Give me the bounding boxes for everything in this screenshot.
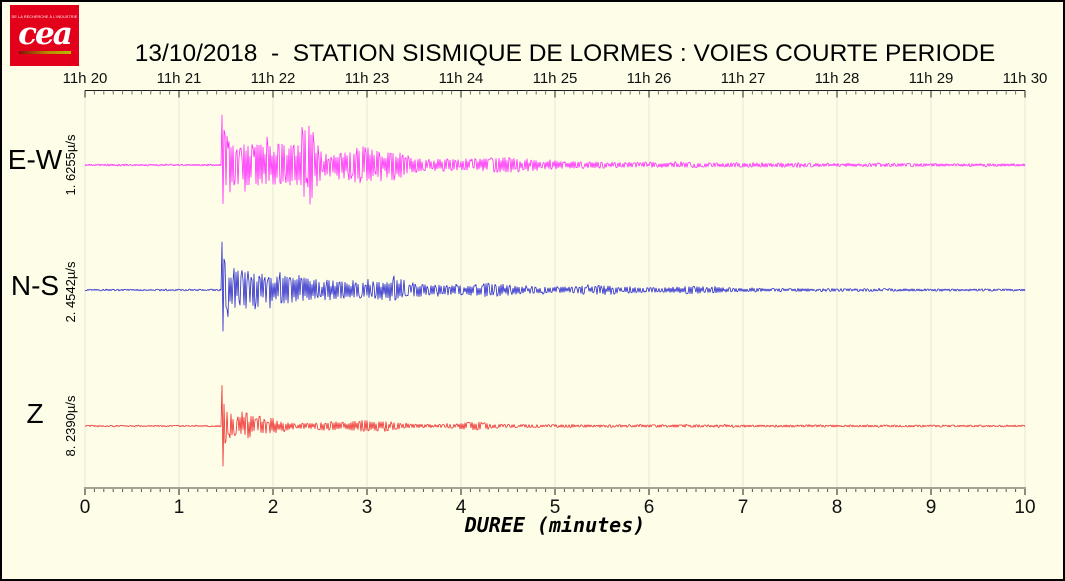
duration-axis-label: 1 (173, 497, 185, 518)
time-axis-label: 11h 28 (814, 70, 860, 87)
time-axis-label: 11h 29 (908, 70, 954, 87)
channel-label-ns: N-S (10, 270, 60, 301)
trace-z (84, 385, 1026, 467)
duration-axis-label: 10 (1014, 497, 1036, 518)
trace-ns (84, 241, 1026, 332)
time-axis-label: 11h 25 (532, 70, 578, 87)
duration-axis-label: 0 (79, 497, 91, 518)
duration-axis-label: 5 (549, 497, 561, 518)
scale-label-ew: 1. 6255µ/s (63, 134, 78, 196)
time-axis-label: 11h 21 (156, 70, 202, 87)
duration-axis-label: 4 (455, 497, 467, 518)
scale-label-z: 8. 2390µ/s (63, 395, 78, 457)
duration-axis-label: 3 (361, 497, 373, 518)
time-axis-label: 11h 20 (62, 70, 108, 87)
time-axis-label: 11h 26 (626, 70, 672, 87)
duration-axis-label: 6 (643, 497, 655, 518)
cea-logo-underline (18, 51, 71, 54)
cea-logo-tagline: DE LA RECHERCHE À L'INDUSTRIE (11, 14, 78, 19)
time-axis-label: 11h 30 (1002, 70, 1048, 87)
channel-label-z: Z (26, 398, 44, 429)
duration-axis-label: 7 (737, 497, 749, 518)
duration-axis-label: 8 (831, 497, 843, 518)
trace-ew (84, 114, 1026, 205)
cea-logo-brand: cea (18, 16, 73, 52)
page-title: 13/10/2018 - STATION SISMIQUE DE LORMES … (134, 40, 996, 67)
duration-axis-label: 2 (267, 497, 279, 518)
duration-axis-label: 9 (925, 497, 937, 518)
channel-label-ew: E-W (7, 144, 63, 175)
time-axis-label: 11h 27 (720, 70, 766, 87)
time-axis-label: 11h 24 (438, 70, 484, 87)
scale-label-ns: 2. 4542µ/s (63, 261, 78, 323)
x-axis-title: DUREE (minutes) (464, 513, 646, 537)
time-axis-label: 11h 22 (250, 70, 296, 87)
cea-logo: DE LA RECHERCHE À L'INDUSTRIE cea (10, 5, 79, 66)
time-axis-label: 11h 23 (344, 70, 390, 87)
